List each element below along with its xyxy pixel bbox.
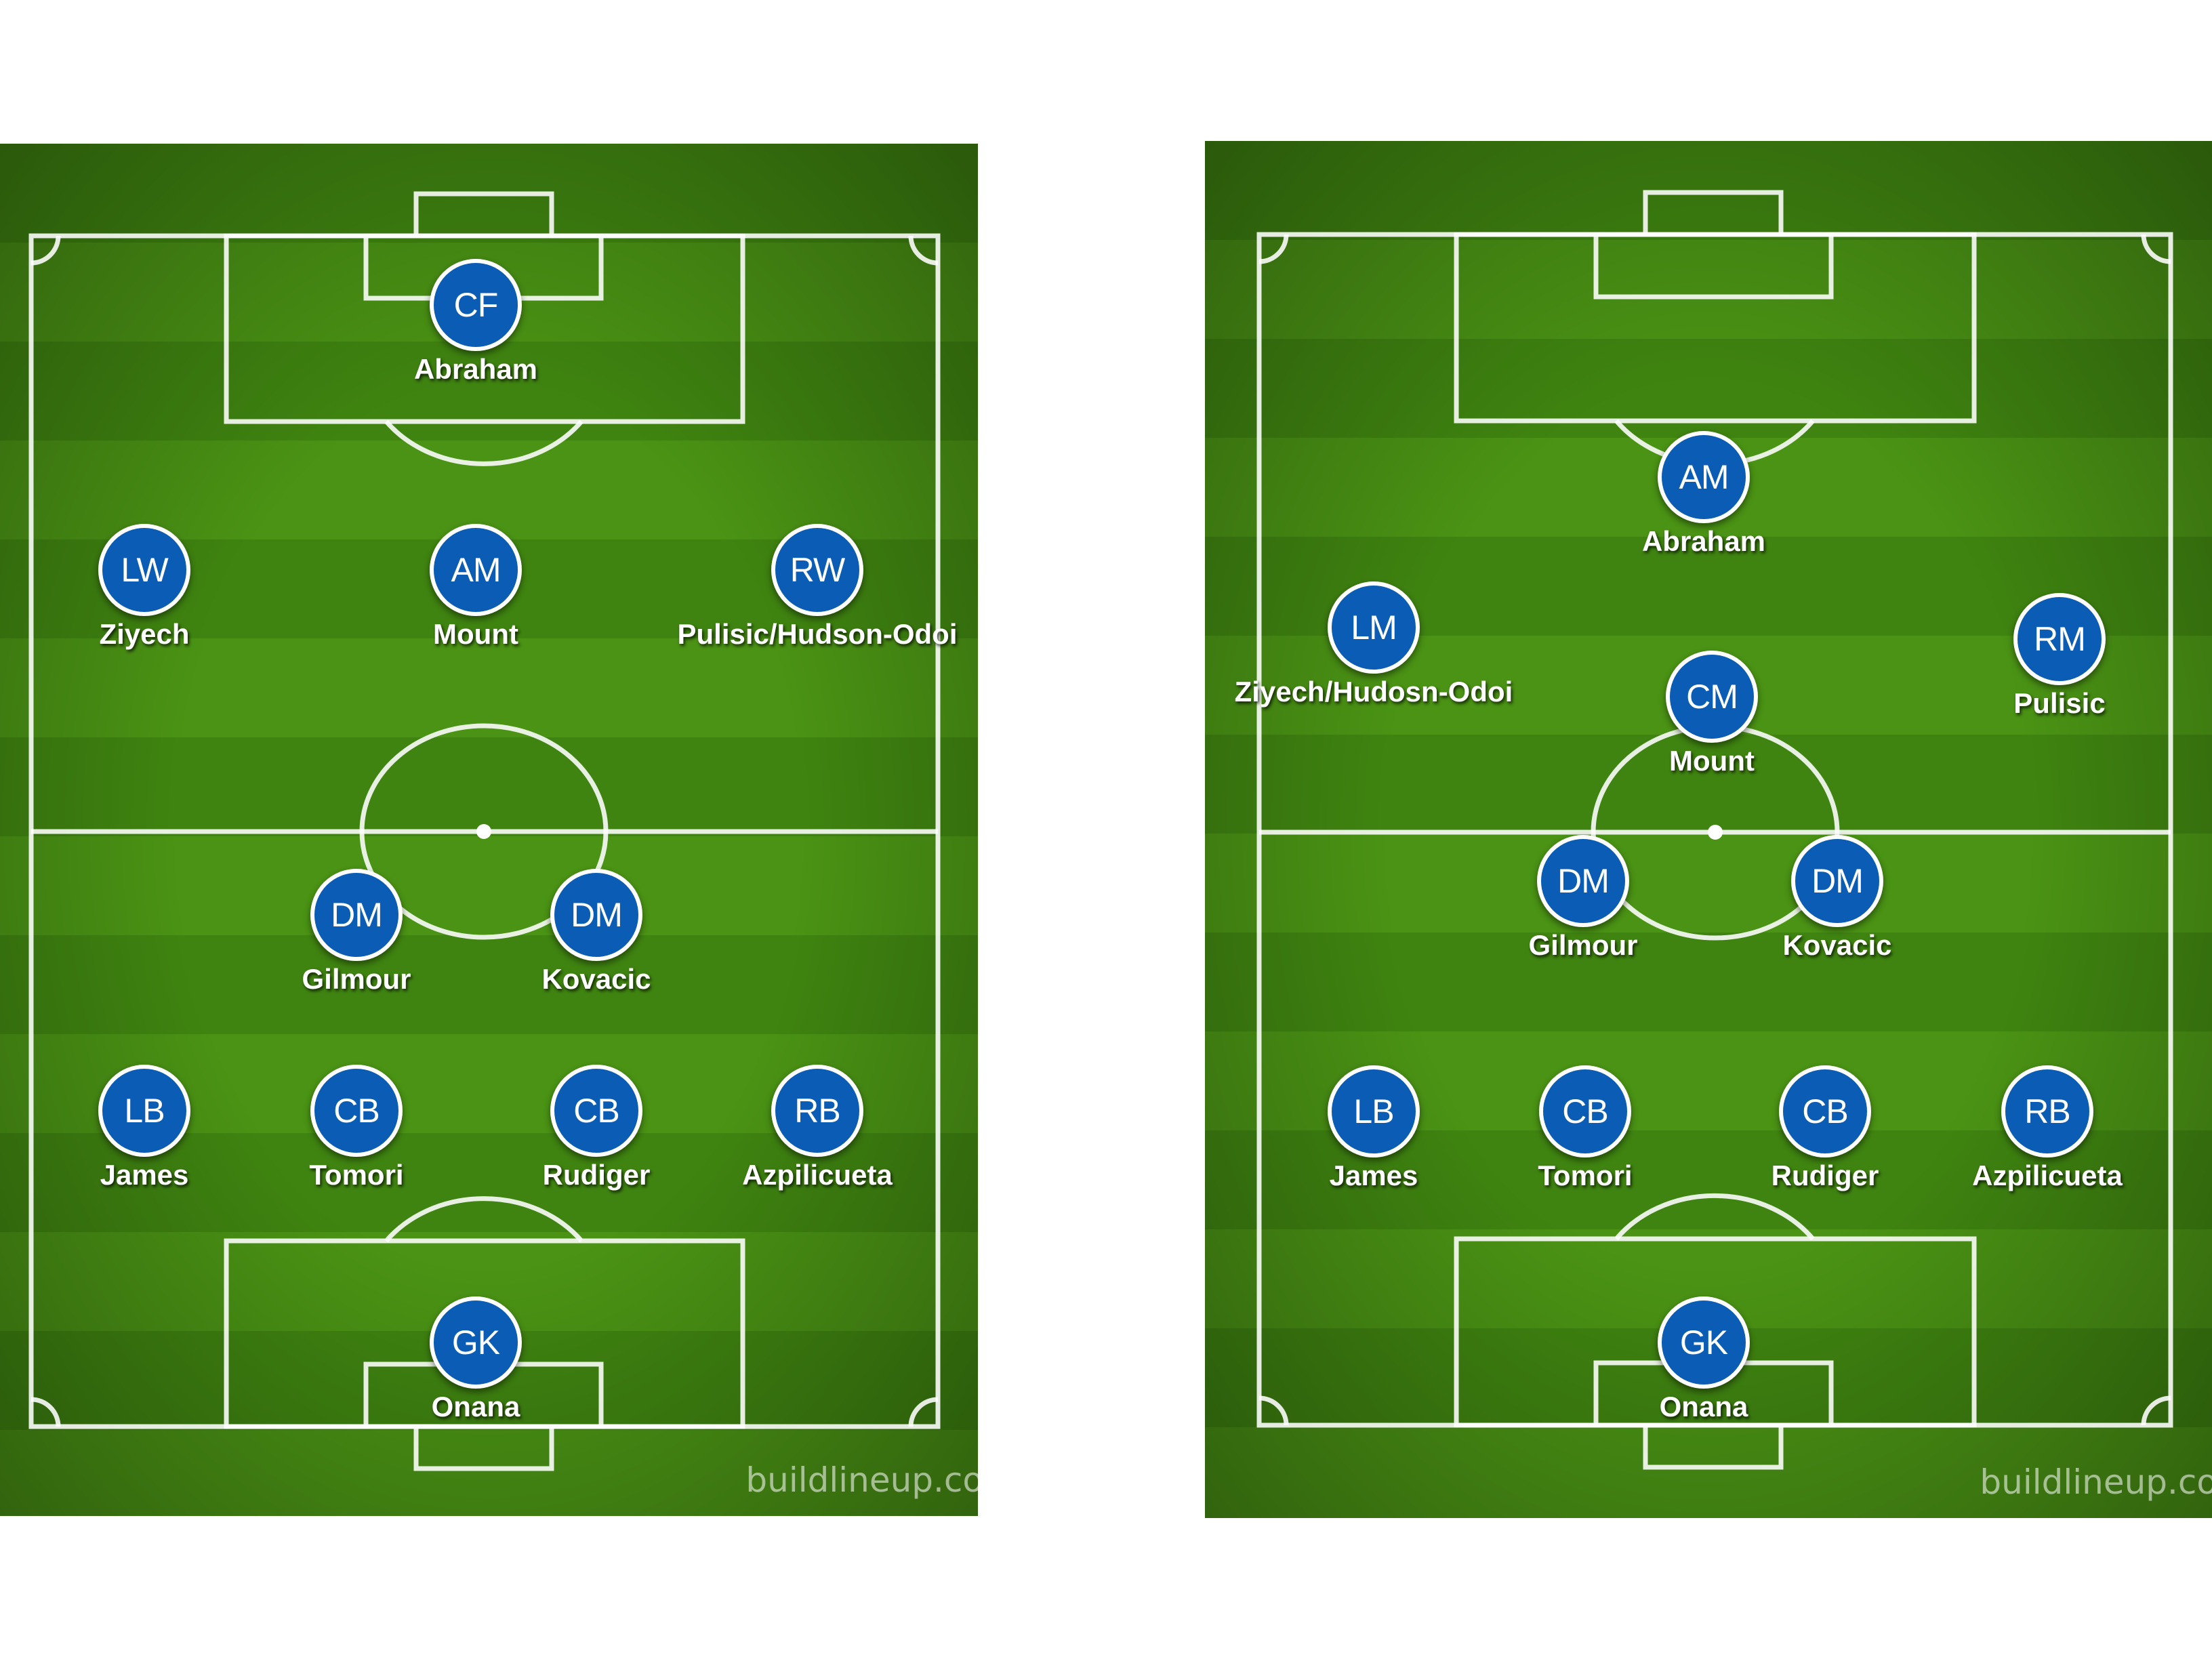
player-name: Gilmour — [302, 963, 411, 995]
player-name: Mount — [1669, 745, 1755, 777]
player-name: Abraham — [413, 353, 538, 385]
position-badge: DM — [550, 869, 642, 961]
position-badge: LM — [1328, 581, 1420, 674]
pitch-markings — [1256, 190, 2173, 1470]
position-badge: CB — [550, 1065, 642, 1157]
position-badge: RB — [771, 1065, 863, 1157]
lineup-right: AM Abraham LM Ziyech/Hudosn-Odoi RM Puli… — [1205, 141, 2212, 1518]
position-badge: CM — [1666, 651, 1758, 743]
position-badge: AM — [430, 524, 522, 616]
player-name: Azpilicueta — [742, 1159, 893, 1191]
lineup-left: CF Abraham LW Ziyech AM Mount RW Pulisic… — [0, 144, 978, 1516]
player-name: Ziyech/Hudosn-Odoi — [1234, 676, 1513, 708]
watermark: buildlineup.co — [1980, 1462, 2212, 1502]
position-badge: AM — [1658, 431, 1750, 523]
player-name: Tomori — [1538, 1160, 1633, 1191]
player-name: Gilmour — [1528, 929, 1638, 961]
player-name: James — [100, 1159, 189, 1191]
player-name: Kovacic — [1782, 929, 1892, 961]
position-badge: RW — [771, 524, 863, 616]
position-badge: RM — [2013, 593, 2106, 685]
position-badge: LB — [98, 1065, 190, 1157]
player-name: James — [1329, 1160, 1418, 1191]
position-badge: CB — [310, 1065, 403, 1157]
position-badge: GK — [1658, 1296, 1750, 1389]
player-name: Ziyech — [99, 618, 190, 650]
position-badge: CB — [1539, 1065, 1631, 1158]
player-name: Azpilicueta — [1972, 1160, 2123, 1191]
player-name: Mount — [433, 618, 518, 650]
position-badge: DM — [1791, 835, 1883, 927]
player-name: Onana — [1659, 1391, 1748, 1422]
player-name: Pulisic — [2013, 687, 2106, 719]
position-badge: GK — [430, 1296, 522, 1389]
position-badge: LB — [1328, 1065, 1420, 1158]
position-badge: RB — [2001, 1065, 2093, 1158]
pitch-markings — [28, 191, 941, 1471]
position-badge: DM — [310, 869, 403, 961]
player-name: Tomori — [309, 1159, 404, 1191]
position-badge: LW — [98, 524, 190, 616]
player-name: Pulisic/Hudson-Odoi — [677, 618, 958, 650]
player-name: Kovacic — [541, 963, 651, 995]
player-name: Rudiger — [1771, 1160, 1879, 1191]
player-name: Abraham — [1641, 525, 1766, 557]
player-name: Onana — [431, 1391, 520, 1422]
position-badge: DM — [1537, 835, 1629, 927]
player-name: Rudiger — [542, 1159, 651, 1191]
watermark: buildlineup.co — [745, 1460, 978, 1500]
position-badge: CF — [430, 259, 522, 351]
position-badge: CB — [1779, 1065, 1871, 1158]
